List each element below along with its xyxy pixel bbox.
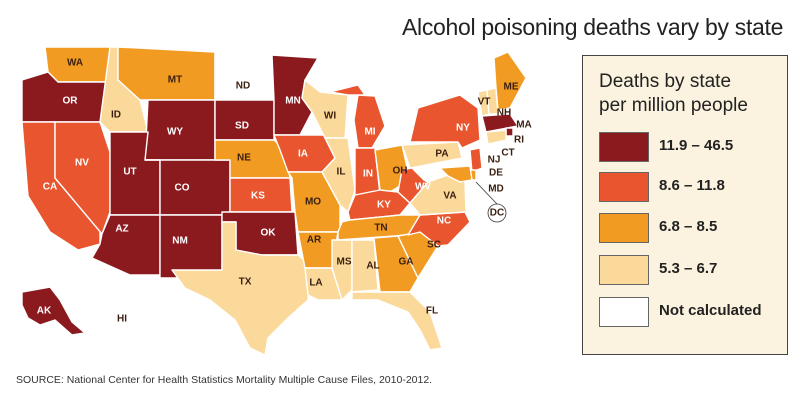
state-label-NY: NY [456, 123, 470, 134]
state-label-IA: IA [298, 149, 308, 160]
state-label-CO: CO [175, 183, 190, 194]
state-PA [401, 141, 463, 169]
state-label-NJ: NJ [488, 155, 501, 166]
state-label-OK: OK [261, 228, 277, 239]
state-label-RI: RI [514, 135, 524, 146]
state-MT [117, 46, 216, 101]
state-label-AZ: AZ [115, 224, 128, 235]
state-NJ [469, 147, 483, 173]
state-label-NV: NV [75, 158, 89, 169]
legend-item: 6.8 – 8.5 [599, 213, 785, 245]
state-label-MO: MO [305, 197, 321, 208]
legend-swatch [599, 172, 649, 202]
state-label-SC: SC [427, 240, 441, 251]
us-choropleth-map: DC WA OR CA NV ID MT WY UT AZ CO NM ND SD NE KS OK TX MN IA… [21, 46, 532, 356]
state-label-CA: CA [43, 182, 57, 193]
legend-item: 11.9 – 46.5 [599, 132, 785, 164]
state-RI [505, 127, 514, 137]
legend-title-line1: Deaths by state [599, 71, 732, 92]
state-label-UT: UT [123, 167, 136, 178]
state-label-HI: HI [117, 314, 127, 325]
state-label-NH: NH [497, 108, 511, 119]
state-DC [487, 203, 507, 223]
legend-swatch [599, 213, 649, 243]
legend-title: Deaths by state per million people [599, 70, 785, 118]
state-label-MA: MA [516, 120, 532, 131]
legend-swatch [599, 297, 649, 327]
state-GA [373, 235, 419, 293]
legend: Deaths by state per million people 11.9 … [582, 55, 788, 355]
legend-swatch [599, 255, 649, 285]
state-label-TX: TX [239, 277, 252, 288]
state-label-IL: IL [337, 167, 346, 178]
state-CT [485, 129, 507, 145]
state-AL [351, 239, 379, 293]
state-FL [351, 291, 443, 351]
state-label-IN: IN [363, 169, 373, 180]
state-TN [337, 214, 423, 241]
dc-callout-line [475, 181, 498, 205]
state-label-TN: TN [374, 223, 387, 234]
legend-item: Not calculated [599, 297, 785, 329]
state-ME [493, 51, 527, 111]
state-label-ME: ME [504, 82, 519, 93]
state-MD [439, 165, 473, 183]
state-AK [21, 286, 86, 336]
state-label-ND: ND [236, 81, 250, 92]
state-NH [486, 87, 499, 115]
state-label-OR: OR [63, 96, 79, 107]
legend-item: 5.3 – 6.7 [599, 255, 785, 287]
state-NM [159, 214, 223, 279]
state-label-MD: MD [488, 184, 504, 195]
state-label-WA: WA [67, 58, 83, 69]
state-label-ID: ID [111, 110, 121, 121]
state-label-MN: MN [285, 96, 301, 107]
state-TX [171, 221, 311, 356]
state-label-VT: VT [478, 97, 491, 108]
state-label-FL: FL [426, 306, 438, 317]
state-label-KY: KY [377, 200, 391, 211]
legend-label: Not calculated [659, 302, 762, 319]
state-label-PA: PA [435, 149, 448, 160]
legend-label: 5.3 – 6.7 [659, 260, 718, 277]
state-label-MS: MS [337, 257, 352, 268]
legend-title-line2: per million people [599, 95, 748, 116]
state-label-WY: WY [167, 127, 183, 138]
state-label-WI: WI [324, 111, 336, 122]
state-label-VA: VA [443, 191, 456, 202]
state-label-LA: LA [309, 278, 322, 289]
state-LA [304, 267, 343, 301]
state-label-CT: CT [501, 148, 514, 159]
legend-label: 11.9 – 46.5 [659, 137, 734, 154]
source-note: SOURCE: National Center for Health Stati… [16, 374, 433, 386]
state-label-NC: NC [437, 216, 451, 227]
state-MS [331, 239, 353, 301]
state-ND [214, 51, 275, 101]
map-title: Alcohol poisoning deaths vary by state [402, 14, 784, 40]
state-label-GA: GA [399, 257, 414, 268]
state-IL [321, 137, 356, 213]
state-HI [99, 289, 159, 333]
state-label-WV: WV [415, 182, 431, 193]
legend-swatch [599, 132, 649, 162]
legend-label: 6.8 – 8.5 [659, 218, 718, 235]
state-label-KS: KS [251, 191, 265, 202]
legend-label: 8.6 – 11.8 [659, 177, 725, 194]
state-label-MI: MI [364, 127, 375, 138]
state-label-DC: DC [490, 208, 504, 219]
state-label-SD: SD [235, 121, 249, 132]
state-label-OH: OH [393, 166, 408, 177]
state-label-NE: NE [237, 153, 251, 164]
state-label-AK: AK [37, 306, 52, 317]
state-label-NM: NM [172, 236, 188, 247]
state-label-AR: AR [307, 235, 322, 246]
state-label-MT: MT [168, 75, 182, 86]
state-label-DE: DE [489, 168, 503, 179]
state-NY [409, 94, 481, 149]
legend-item: 8.6 – 11.8 [599, 172, 785, 204]
state-label-AL: AL [366, 261, 379, 272]
